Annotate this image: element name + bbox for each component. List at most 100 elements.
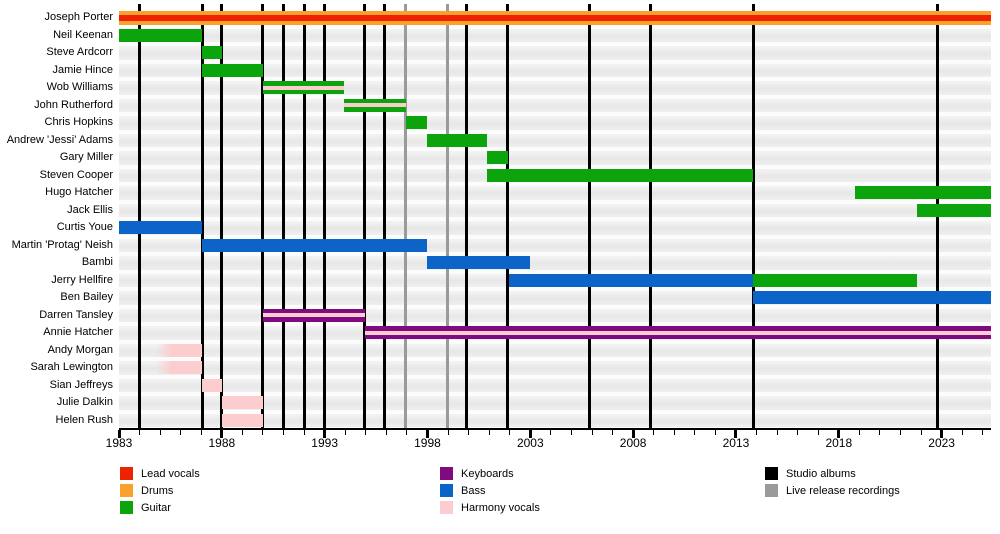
timeline-bar-harmony_vocals	[156, 343, 203, 357]
timeline-bar-drums	[119, 10, 991, 25]
axis-tick-minor	[756, 430, 758, 435]
role-stripe-lead_vocals	[119, 14, 991, 21]
axis-tick-minor	[714, 430, 716, 435]
timeline-bar-bass	[753, 291, 991, 305]
legend-swatch-bass	[440, 484, 453, 497]
member-label: Darren Tansley	[39, 308, 113, 321]
timeline-bar-bass	[202, 238, 428, 252]
member-label: Martin 'Protag' Neish	[11, 238, 113, 251]
row-band	[119, 133, 991, 147]
studio-album-line	[282, 4, 286, 429]
legend-label: Guitar	[141, 502, 171, 514]
legend-swatch-live_release_recordings	[765, 484, 778, 497]
live-release-recording-line	[445, 4, 449, 429]
row-band	[119, 81, 991, 95]
plot-area	[119, 4, 991, 429]
year-label: 2003	[516, 436, 544, 450]
row-band	[119, 378, 991, 392]
studio-album-line	[751, 4, 755, 429]
studio-album-line	[465, 4, 469, 429]
timeline-bar-guitar	[262, 81, 345, 95]
axis-tick-minor	[982, 430, 984, 435]
legend-swatch-harmony_vocals	[440, 501, 453, 514]
axis-tick-minor	[385, 430, 387, 435]
legend-label: Lead vocals	[141, 468, 200, 480]
axis-tick-minor	[920, 430, 922, 435]
member-label: Andrew 'Jessi' Adams	[6, 133, 113, 146]
row-band	[119, 116, 991, 130]
axis-tick-major	[631, 430, 635, 438]
axis-tick-major	[425, 430, 429, 438]
legend-label: Harmony vocals	[461, 502, 540, 514]
member-label: John Rutherford	[34, 98, 113, 111]
row-band	[119, 343, 991, 357]
member-label: Curtis Youe	[56, 221, 113, 233]
member-label: Andy Morgan	[47, 343, 113, 356]
role-stripe-harmony_vocals	[364, 330, 991, 335]
legend-label: Bass	[461, 485, 486, 497]
x-axis-line	[119, 428, 991, 430]
year-label: 1983	[105, 436, 133, 450]
row-band	[119, 151, 991, 165]
axis-tick-major	[837, 430, 841, 438]
member-label: Hugo Hatcher	[45, 186, 113, 198]
year-label: 2018	[825, 436, 853, 450]
member-label: Julie Dalkin	[56, 396, 113, 408]
year-label: 1998	[414, 436, 441, 450]
timeline-bar-keyboards	[364, 326, 991, 340]
studio-album-line	[588, 4, 592, 429]
timeline-bar-guitar	[119, 28, 203, 42]
timeline-bar-bass	[119, 221, 203, 235]
member-label: Wob Williams	[46, 81, 113, 93]
member-label: Jamie Hince	[52, 63, 113, 76]
legend-swatch-guitar	[120, 501, 133, 514]
axis-tick-minor	[200, 430, 202, 435]
axis-tick-minor	[570, 430, 572, 435]
axis-tick-minor	[900, 430, 901, 435]
member-label: Steve Ardcorr	[46, 46, 113, 58]
member-label: Jack Ellis	[67, 203, 113, 216]
row-band	[119, 203, 991, 217]
axis-tick-minor	[180, 430, 182, 435]
axis-tick-minor	[797, 430, 799, 435]
member-label: Chris Hopkins	[44, 116, 113, 128]
timeline-bar-guitar	[753, 273, 917, 287]
studio-album-line	[138, 4, 142, 429]
timeline-bar-guitar	[487, 151, 508, 165]
studio-album-line	[302, 4, 306, 429]
axis-tick-minor	[344, 430, 346, 435]
studio-album-line	[200, 4, 204, 429]
member-label: Neil Keenan	[53, 28, 113, 41]
timeline-bar-guitar	[344, 98, 406, 112]
studio-album-line	[220, 4, 224, 429]
axis-tick-minor	[776, 430, 778, 435]
row-band	[119, 98, 991, 112]
timeline-bar-bass	[427, 256, 531, 270]
axis-tick-minor	[139, 430, 141, 435]
axis-tick-minor	[262, 430, 264, 435]
row-band	[119, 46, 991, 60]
legend-label: Keyboards	[461, 468, 514, 480]
row-band	[119, 221, 991, 235]
timeline-bar-harmony_vocals	[221, 396, 263, 410]
live-release-recording-line	[404, 4, 408, 429]
axis-tick-major	[734, 430, 738, 438]
axis-tick-minor	[673, 430, 675, 435]
row-band	[119, 63, 991, 77]
timeline-bar-guitar	[405, 116, 428, 130]
axis-tick-minor	[365, 430, 367, 435]
member-label: Joseph Porter	[44, 11, 113, 23]
row-band	[119, 413, 991, 427]
studio-album-line	[261, 4, 265, 429]
member-label: Helen Rush	[55, 413, 113, 426]
studio-album-line	[323, 4, 327, 429]
legend-label: Live release recordings	[786, 485, 900, 497]
member-label: Ben Bailey	[60, 291, 113, 303]
timeline-bar-guitar	[202, 63, 263, 77]
studio-album-line	[363, 4, 367, 429]
year-label: 2013	[722, 436, 750, 450]
legend-swatch-studio_albums	[765, 467, 778, 480]
axis-tick-minor	[653, 430, 655, 435]
axis-tick-minor	[447, 430, 449, 435]
row-band	[119, 256, 991, 270]
